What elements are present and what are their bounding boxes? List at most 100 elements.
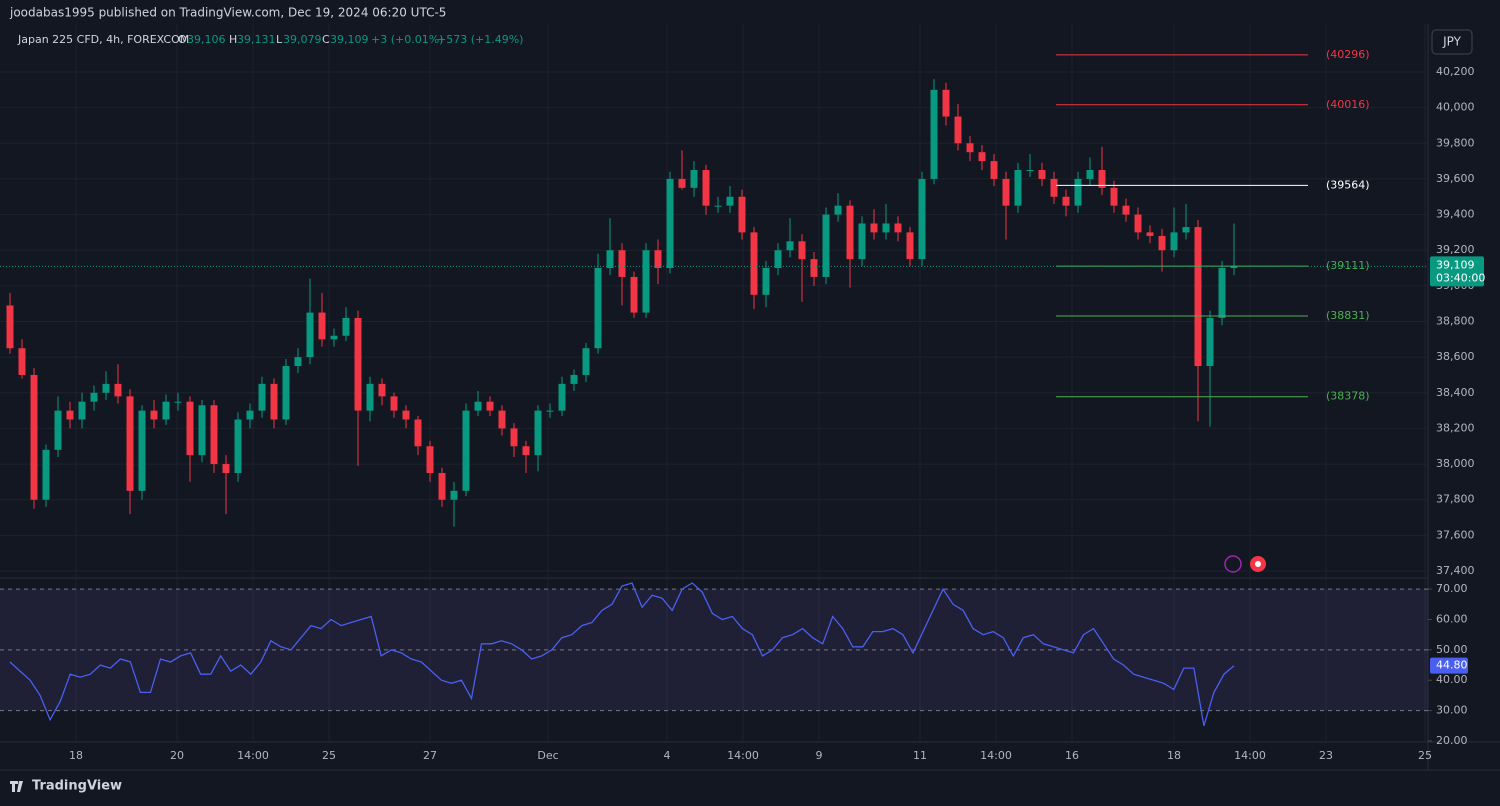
candle-body	[318, 312, 326, 340]
candle-body	[834, 205, 842, 215]
candle-body	[1110, 187, 1118, 206]
candle-body	[54, 410, 62, 450]
candle-body	[618, 250, 626, 277]
candle-body	[678, 178, 686, 188]
candle-body	[918, 178, 926, 260]
x-tick-label: 18	[69, 749, 83, 762]
candle-body	[534, 410, 542, 456]
change-2: +573 (+1.49%)	[437, 33, 523, 46]
x-tick-label: Dec	[537, 749, 558, 762]
x-tick-label: 9	[816, 749, 823, 762]
candle-body	[258, 383, 266, 411]
candle-body	[1014, 170, 1022, 206]
candle-body	[306, 312, 314, 358]
candle-body	[198, 405, 206, 456]
candle-body	[1206, 317, 1214, 367]
level-label: (38831)	[1326, 309, 1370, 322]
currency-label[interactable]: JPY	[1442, 35, 1462, 49]
y-tick-label: 39,400	[1436, 208, 1475, 221]
candle-body	[594, 268, 602, 349]
y-tick-label: 39,600	[1436, 172, 1475, 185]
rsi-tick-label: 20.00	[1436, 734, 1468, 747]
candle-body	[378, 383, 386, 397]
candle-body	[342, 317, 350, 336]
level-label: (40296)	[1326, 48, 1370, 61]
candle-body	[474, 401, 482, 411]
y-tick-label: 38,600	[1436, 350, 1475, 363]
candle-body	[18, 348, 26, 375]
rsi-tick-label: 70.00	[1436, 582, 1468, 595]
currency-button[interactable]	[1431, 29, 1473, 55]
candle-body	[366, 383, 374, 411]
candle-body	[510, 428, 518, 447]
candle-body	[966, 143, 974, 153]
x-tick-label: 23	[1319, 749, 1333, 762]
rsi-tick-label: 50.00	[1436, 643, 1468, 656]
rsi-tick-label: 40.00	[1436, 673, 1468, 686]
overlay: (40296) (40016) (39564) (39111) (38831) (3837…	[0, 48, 1485, 403]
candle-body	[846, 205, 854, 260]
candle-body	[174, 401, 182, 403]
candles	[6, 79, 1238, 527]
candle-body	[1146, 232, 1154, 236]
rsi-last-box	[1430, 657, 1468, 674]
candle-body	[726, 196, 734, 206]
x-tick-label: 25	[322, 749, 336, 762]
y-tick-label: 39,800	[1436, 136, 1475, 149]
candle-body	[438, 472, 446, 500]
candle-body	[462, 410, 470, 491]
candle-body	[870, 223, 878, 233]
level-label: (39111)	[1326, 259, 1370, 272]
candle-body	[162, 401, 170, 420]
candle-body	[234, 419, 242, 473]
y-tick-label: 37,800	[1436, 493, 1475, 506]
high: 39,131	[237, 33, 276, 46]
candle-body	[786, 241, 794, 251]
open: 39,106	[187, 33, 226, 46]
candle-body	[690, 170, 698, 188]
candle-body	[246, 410, 254, 420]
candle-body	[222, 464, 230, 473]
x-tick-label: 16	[1065, 749, 1079, 762]
level-label: (40016)	[1326, 98, 1370, 111]
rsi-tick-label: 30.00	[1436, 704, 1468, 717]
candle-body	[942, 89, 950, 117]
candle-body	[66, 410, 74, 420]
candle-body	[450, 490, 458, 500]
x-tick-label: 14:00	[980, 749, 1012, 762]
alert-icon[interactable]	[1224, 555, 1242, 573]
candle-body	[270, 383, 278, 420]
candle-body	[30, 374, 38, 500]
candle-body	[1158, 235, 1166, 251]
candle-body	[1038, 170, 1046, 179]
candle-body	[294, 357, 302, 367]
candle-body	[1182, 227, 1190, 233]
candle-body	[882, 223, 890, 233]
candle-body	[1062, 196, 1070, 206]
candle-body	[702, 170, 710, 206]
candle-body	[774, 250, 782, 269]
candle-body	[354, 317, 362, 411]
candle-body	[414, 419, 422, 447]
y-tick-label: 40,200	[1436, 65, 1475, 78]
last-price-label: 39,109	[1436, 258, 1475, 271]
candle-body	[762, 268, 770, 295]
x-tick-label: 14:00	[727, 749, 759, 762]
candle-body	[486, 401, 494, 411]
candle-body	[654, 250, 662, 269]
y-tick-label: 38,400	[1436, 386, 1475, 399]
candle-body	[90, 392, 98, 402]
candle-body	[1026, 170, 1034, 172]
candle-body	[186, 401, 194, 456]
candle-body	[1170, 232, 1178, 251]
h-label: H	[229, 33, 237, 46]
candle-body	[978, 152, 986, 162]
candle-body	[522, 446, 530, 456]
tv-logo	[10, 781, 23, 792]
candle-body	[1050, 178, 1058, 197]
candle-body	[1218, 268, 1226, 318]
candle-body	[822, 214, 830, 277]
candle-body	[894, 223, 902, 233]
